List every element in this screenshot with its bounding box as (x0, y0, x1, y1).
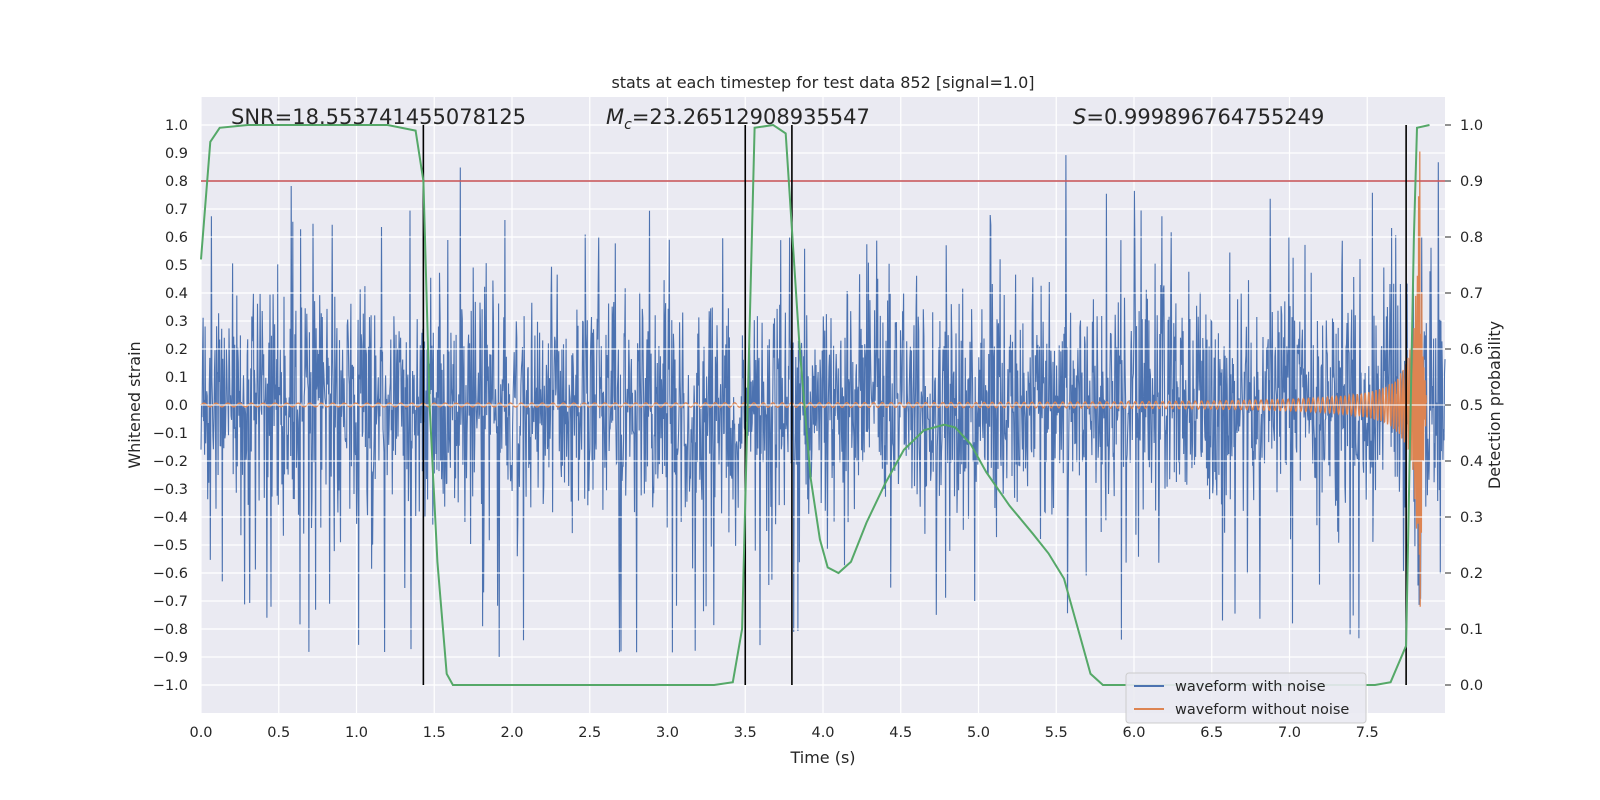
right-grid (201, 124, 1445, 686)
x-tick-label: 5.0 (967, 725, 990, 741)
detection-probability-line (200, 123, 1430, 686)
waveform-with-noise-line (200, 155, 1446, 657)
waveform-without-noise-series (200, 151, 1427, 607)
x-tick-label: 0.5 (267, 725, 290, 741)
waveform-without-noise-line (200, 151, 1427, 607)
snr-annotation: SNR=18.553741455078125 (231, 105, 526, 129)
chirp-mass-annotation: Mc=23.26512908935547 (606, 105, 870, 133)
y-tick-label: 0.2 (165, 342, 188, 358)
x-tick-label: 1.5 (423, 725, 446, 741)
x-tick-label: 0.0 (189, 725, 212, 741)
y-tick-label: 0.0 (165, 398, 188, 414)
legend-box (1125, 672, 1367, 724)
x-tick-label: 6.5 (1200, 725, 1223, 741)
x-tick-label: 7.5 (1356, 725, 1379, 741)
x-tick-label: 2.0 (500, 725, 523, 741)
y-tick-label: −0.9 (153, 650, 188, 666)
y-tick-label: −0.5 (153, 538, 188, 554)
legend-label-noise: waveform with noise (1175, 679, 1326, 695)
x-tick-label: 6.0 (1122, 725, 1145, 741)
y-tick-label: 1.0 (165, 118, 188, 134)
right-tick-label: 0.3 (1460, 510, 1483, 526)
y-axis-label: Whitened strain (125, 341, 144, 468)
right-tick-label: 1.0 (1460, 118, 1483, 134)
chirp-mass-symbol: M (606, 105, 624, 129)
right-tick-label: 0.2 (1460, 566, 1483, 582)
right-tick-label: 0.9 (1460, 174, 1483, 190)
score-symbol: S (1073, 105, 1086, 129)
chart-title: stats at each timestep for test data 852… (611, 73, 1034, 92)
y-tick-label: −0.2 (153, 454, 188, 470)
x-tick-label: 4.5 (889, 725, 912, 741)
right-tick-label: 0.6 (1460, 342, 1483, 358)
y-tick-label: −0.7 (153, 594, 188, 610)
y-tick-label: −0.8 (153, 622, 188, 638)
y-axis-ticks: 1.0 0.9 0.8 0.7 0.6 0.5 0.4 0.3 0.2 0.1 0.0 −0.1 −0.… (153, 118, 188, 694)
y-tick-label: −0.4 (153, 510, 188, 526)
right-tick-label: 0.0 (1460, 678, 1483, 694)
right-axis-label: Detection probability (1485, 321, 1504, 489)
y-tick-label: −0.3 (153, 482, 188, 498)
legend: waveform with noise waveform without noi… (1125, 672, 1367, 724)
chirp-mass-value: =23.26512908935547 (632, 105, 870, 129)
y-tick-label: 0.3 (165, 314, 188, 330)
x-axis-ticks: 0.0 0.5 1.0 1.5 2.0 2.5 3.0 3.5 4.0 4.5 5.0 5.5 6.0 6… (189, 725, 1378, 741)
y-tick-label: 0.8 (165, 174, 188, 190)
x-tick-label: 4.0 (811, 725, 834, 741)
x-tick-label: 2.5 (578, 725, 601, 741)
right-tick-label: 0.8 (1460, 230, 1483, 246)
x-tick-label: 7.0 (1278, 725, 1301, 741)
y-tick-label: 0.5 (165, 258, 188, 274)
right-tick-label: 0.5 (1460, 398, 1483, 414)
x-tick-label: 3.5 (734, 725, 757, 741)
waveform-with-noise-series (200, 155, 1446, 657)
y-tick-label: −1.0 (153, 678, 188, 694)
chirp-mass-subscript: c (624, 117, 632, 133)
y-tick-label: 0.6 (165, 230, 188, 246)
y-tick-label: 0.9 (165, 146, 188, 162)
y-tick-label: −0.1 (153, 426, 188, 442)
legend-label-clean: waveform without noise (1175, 702, 1349, 718)
x-axis-label: Time (s) (789, 748, 855, 767)
x-tick-label: 3.0 (656, 725, 679, 741)
right-tick-label: 0.7 (1460, 286, 1483, 302)
right-tick-label: 0.4 (1460, 454, 1483, 470)
y-tick-label: 0.7 (165, 202, 188, 218)
score-value: =0.999896764755249 (1086, 105, 1324, 129)
x-tick-label: 5.5 (1045, 725, 1068, 741)
right-tick-label: 0.1 (1460, 622, 1483, 638)
y-tick-label: 0.1 (165, 370, 188, 386)
y-tick-label: 0.4 (165, 286, 188, 302)
x-tick-label: 1.0 (345, 725, 368, 741)
score-annotation: S=0.999896764755249 (1073, 105, 1324, 129)
y-tick-label: −0.6 (153, 566, 188, 582)
right-axis-ticks: 1.0 0.9 0.8 0.7 0.6 0.5 0.4 0.3 0.2 0.1 0.0 (1445, 118, 1483, 694)
